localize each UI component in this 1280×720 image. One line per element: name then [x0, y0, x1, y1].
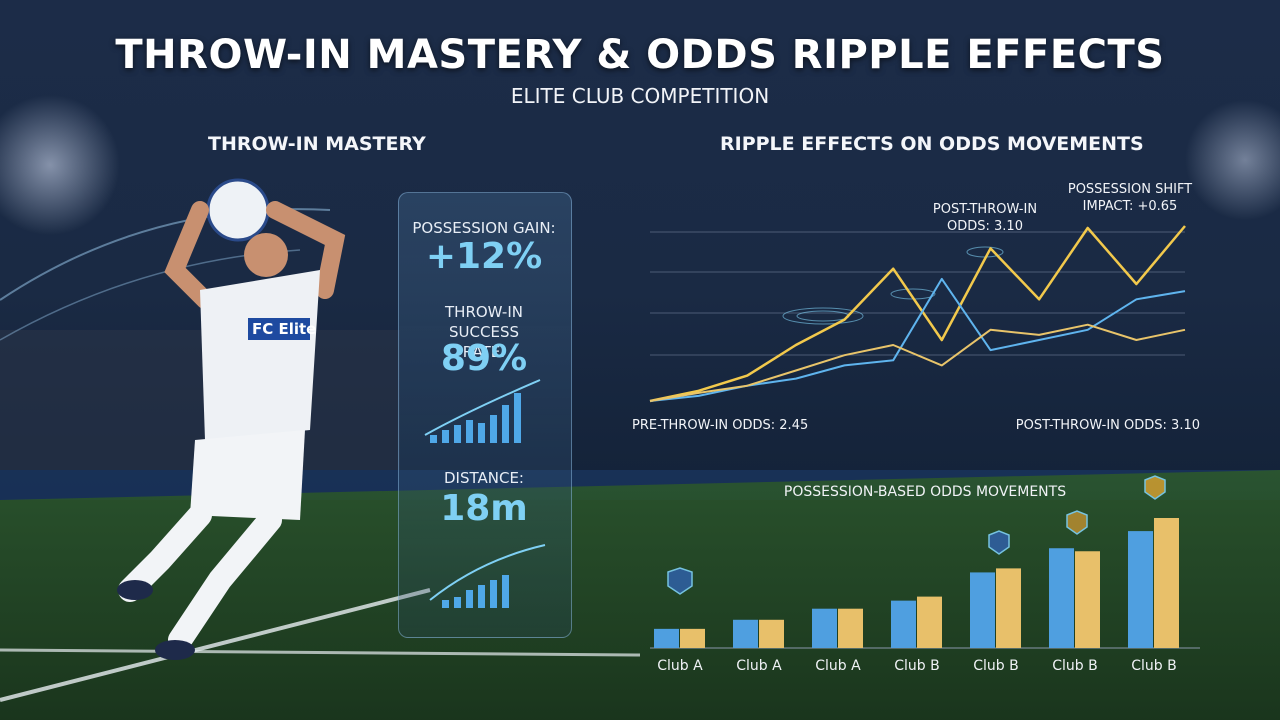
player: [117, 178, 346, 660]
x-tick-label: Club A: [736, 658, 782, 674]
bar: [996, 568, 1021, 648]
bar: [680, 628, 705, 648]
bar: [1075, 551, 1100, 648]
x-tick-label: Club A: [657, 658, 703, 674]
annotation: POSSESSION SHIFT IMPACT: +0.65: [1067, 182, 1193, 214]
stat-value: +12%: [425, 236, 543, 277]
bar: [759, 619, 784, 648]
bar: [970, 572, 995, 648]
bar: [1049, 548, 1074, 648]
bar: [654, 628, 679, 648]
chart-title: POSSESSION-BASED ODDS MOVEMENTS: [783, 484, 1067, 500]
x-tick-label: Club B: [1052, 658, 1097, 674]
annotation: POST-THROW-IN ODDS: 3.10: [1015, 418, 1200, 433]
jersey-text: FC Elite: [252, 320, 317, 338]
annotation: PRE-THROW-IN ODDS: 2.45: [632, 418, 809, 433]
x-tick-label: Club B: [894, 658, 939, 674]
section-heading: THROW-IN MASTERY: [208, 133, 426, 155]
bar: [812, 608, 837, 648]
stat-value: 89%: [440, 338, 528, 379]
x-tick-label: Club B: [973, 658, 1018, 674]
x-tick-label: Club B: [1131, 658, 1176, 674]
stat-value: 18m: [440, 488, 528, 529]
bar: [1154, 518, 1179, 648]
bar: [891, 600, 916, 648]
x-tick-label: Club A: [815, 658, 861, 674]
subtitle: ELITE CLUB COMPETITION: [510, 84, 770, 108]
annotation: POST-THROW-IN ODDS: 3.10: [932, 202, 1038, 234]
stat-label: DISTANCE:: [444, 469, 524, 487]
line: [649, 323, 1186, 402]
line: [649, 225, 1186, 403]
bar: [917, 596, 942, 648]
bar: [733, 619, 758, 648]
stat-label: THROW-IN SUCCESS RATE:: [445, 303, 523, 361]
bar: [1128, 531, 1153, 648]
line: [649, 277, 1186, 402]
bar: [838, 608, 863, 648]
chart-title: RIPPLE EFFECTS ON ODDS MOVEMENTS: [720, 133, 1144, 155]
stat-label: POSSESSION GAIN:: [412, 219, 556, 237]
mini-charts: [424, 379, 546, 608]
title: THROW-IN MASTERY & ODDS RIPPLE EFFECTS: [115, 32, 1165, 78]
stats-card: [398, 192, 572, 638]
